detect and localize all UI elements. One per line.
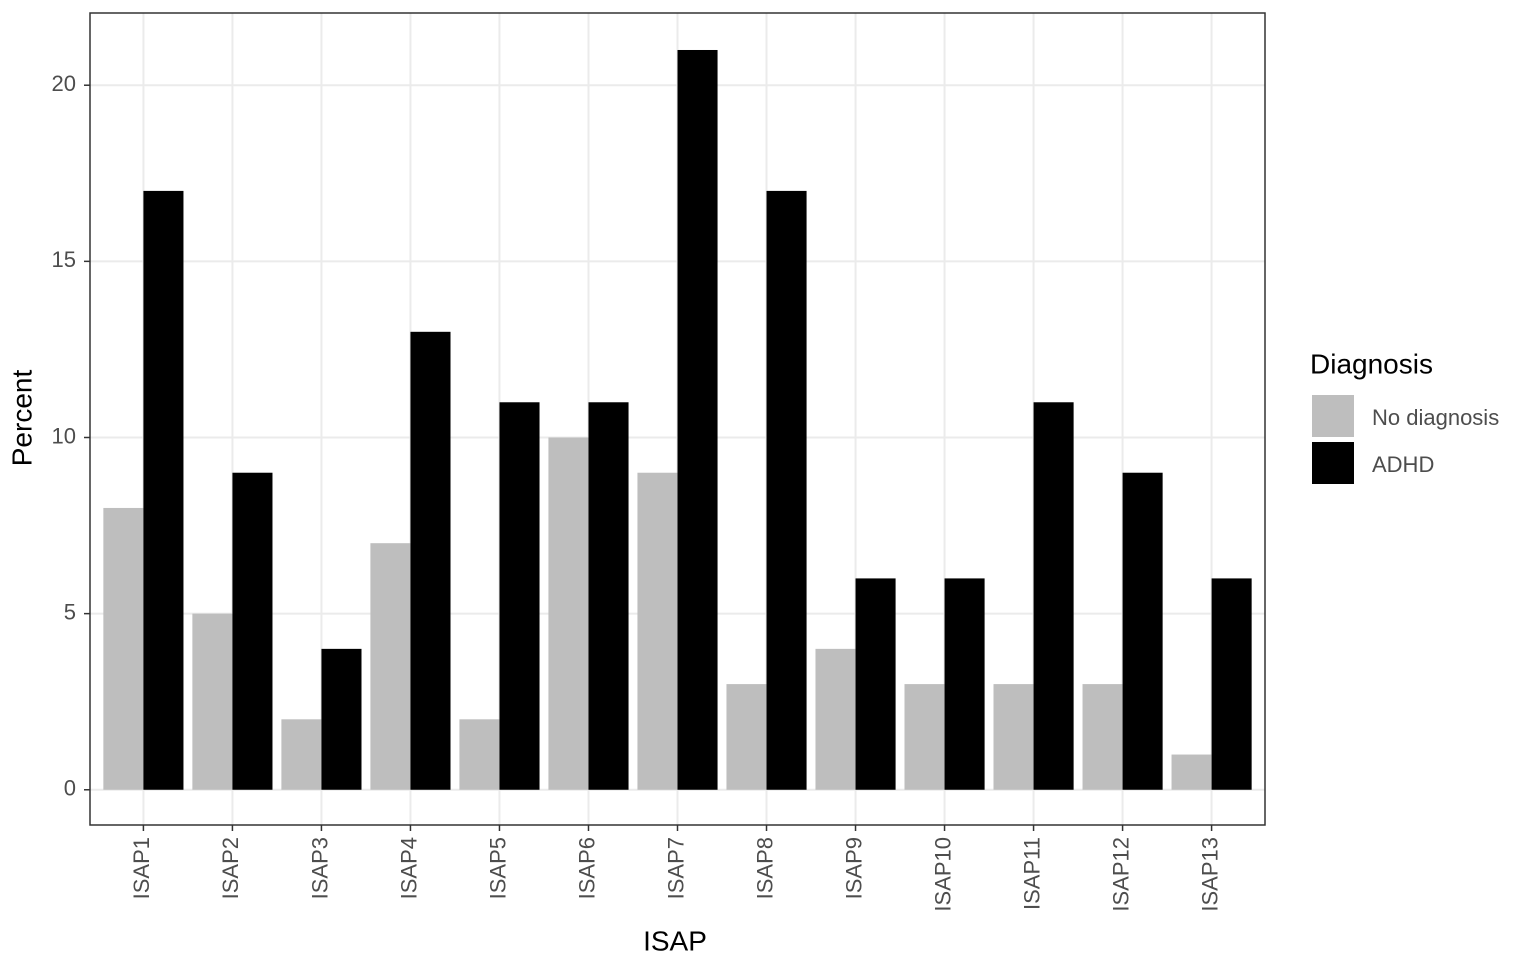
bar <box>726 684 767 790</box>
bar <box>1211 578 1252 790</box>
bar <box>1082 684 1123 790</box>
y-tick-label: 0 <box>64 776 76 801</box>
bar <box>944 578 985 790</box>
bar <box>232 472 273 790</box>
bar <box>904 684 945 790</box>
bar <box>766 190 807 790</box>
y-tick-label: 10 <box>52 423 76 448</box>
y-tick-label: 15 <box>52 247 76 272</box>
x-tick-label: ISAP6 <box>574 837 599 899</box>
bar <box>459 719 500 790</box>
bar <box>548 437 589 790</box>
bar <box>637 472 678 790</box>
bar <box>588 402 629 790</box>
bar <box>1171 754 1212 790</box>
x-tick-label: ISAP13 <box>1197 837 1222 912</box>
legend-key <box>1312 442 1354 484</box>
x-tick-label: ISAP12 <box>1108 837 1133 912</box>
y-axis-title: Percent <box>6 370 37 467</box>
legend-label: ADHD <box>1372 452 1434 477</box>
bar <box>103 507 144 790</box>
bar <box>321 648 362 790</box>
bar <box>499 402 540 790</box>
bar <box>281 719 322 790</box>
x-tick-label: ISAP3 <box>307 837 332 899</box>
x-tick-label: ISAP1 <box>129 837 154 899</box>
x-tick-label: ISAP5 <box>485 837 510 899</box>
bar <box>410 331 451 790</box>
y-tick-label: 20 <box>52 71 76 96</box>
y-tick-label: 5 <box>64 599 76 624</box>
x-tick-label: ISAP10 <box>930 837 955 912</box>
x-tick-label: ISAP4 <box>396 837 421 899</box>
bar <box>993 684 1034 790</box>
x-tick-label: ISAP11 <box>1019 837 1044 910</box>
bar <box>855 578 896 790</box>
bar <box>370 543 411 790</box>
bar <box>677 49 718 790</box>
x-tick-label: ISAP8 <box>752 837 777 899</box>
x-tick-label: ISAP7 <box>663 837 688 899</box>
x-tick-label: ISAP9 <box>841 837 866 899</box>
bar <box>815 648 856 790</box>
bar <box>143 190 184 790</box>
bar <box>192 613 233 790</box>
x-tick-label: ISAP2 <box>218 837 243 899</box>
x-axis-title: ISAP <box>643 925 707 956</box>
bar <box>1033 402 1074 790</box>
bar <box>1122 472 1163 790</box>
legend-title: Diagnosis <box>1310 348 1433 379</box>
legend-key <box>1312 395 1354 437</box>
legend-label: No diagnosis <box>1372 405 1499 430</box>
